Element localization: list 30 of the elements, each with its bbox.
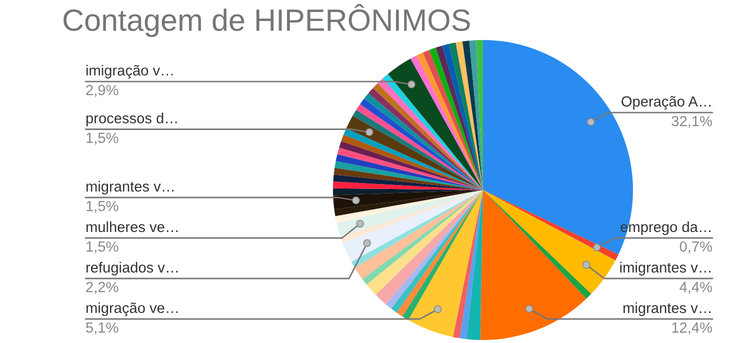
- pie-slice: [334, 168, 483, 190]
- pie-slice: [460, 190, 483, 340]
- chart-title: Contagem de HIPERÔNIMOS: [64, 4, 470, 38]
- data-label: 12,4%: [672, 322, 712, 334]
- pie-slice: [466, 190, 483, 340]
- slice-label: migrantes v…: [86, 180, 174, 194]
- pie-slice: [480, 190, 586, 340]
- data-label: 4,4%: [680, 282, 712, 294]
- slice-label: mulheres ve…: [86, 221, 178, 232]
- data-label: 1,5%: [86, 241, 118, 254]
- pie-slice: [334, 190, 483, 216]
- slice-label: migrantes v…: [624, 302, 711, 316]
- data-label: 2,9%: [86, 84, 118, 97]
- slice-label: imigrantes v…: [620, 262, 711, 276]
- data-label: 5,1%: [86, 322, 118, 334]
- slice-label: refugiados v…: [86, 262, 178, 276]
- data-label: 2,2%: [86, 282, 118, 294]
- data-label: 32,1%: [672, 116, 712, 128]
- pie-slice: [408, 190, 483, 337]
- slice-label: processos d…: [86, 112, 177, 126]
- slice-label: Operação A…: [622, 96, 711, 110]
- data-label: 1,5%: [86, 132, 118, 145]
- slice-label: migração ve…: [86, 302, 178, 316]
- pie-slice: [388, 58, 483, 190]
- pie-slice: [483, 190, 616, 294]
- data-label: 0,7%: [680, 241, 712, 254]
- pie-slice: [333, 190, 483, 210]
- pie-slice: [483, 190, 592, 299]
- slice-label: imigração v…: [86, 64, 173, 79]
- data-label: 1,5%: [86, 200, 118, 213]
